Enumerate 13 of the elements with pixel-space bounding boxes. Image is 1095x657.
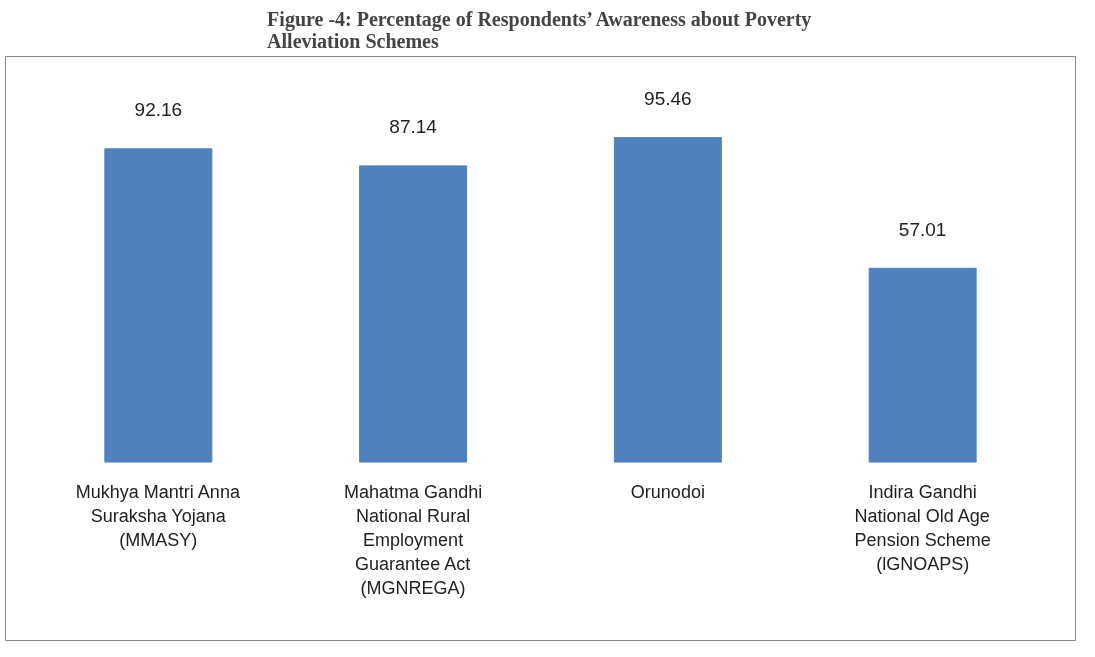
data-label: 57.01 xyxy=(898,218,947,240)
bar xyxy=(104,148,213,463)
data-label: 95.46 xyxy=(644,88,692,110)
x-tick-label: Indira Gandhi National Old Age Pension Scheme (lGNOAPS) xyxy=(854,481,991,574)
bar xyxy=(613,137,722,463)
data-label: 92.16 xyxy=(134,99,183,121)
bar xyxy=(359,165,468,463)
chart-title: Figure -4: Percentage of Respondents’ Awareness about Poverty Alleviation Schemes xyxy=(267,7,812,52)
bar xyxy=(868,267,977,463)
x-tick-label: Orunodoi xyxy=(630,481,705,502)
x-tick-label: Mukhya Mantri Anna Suraksha Yojana (MMASY) xyxy=(75,481,241,550)
x-tick-label: Mahatma Gandhi National Rural Employment Guarantee Act (MGNREGA) xyxy=(344,481,483,598)
data-label: 87.14 xyxy=(389,116,438,138)
